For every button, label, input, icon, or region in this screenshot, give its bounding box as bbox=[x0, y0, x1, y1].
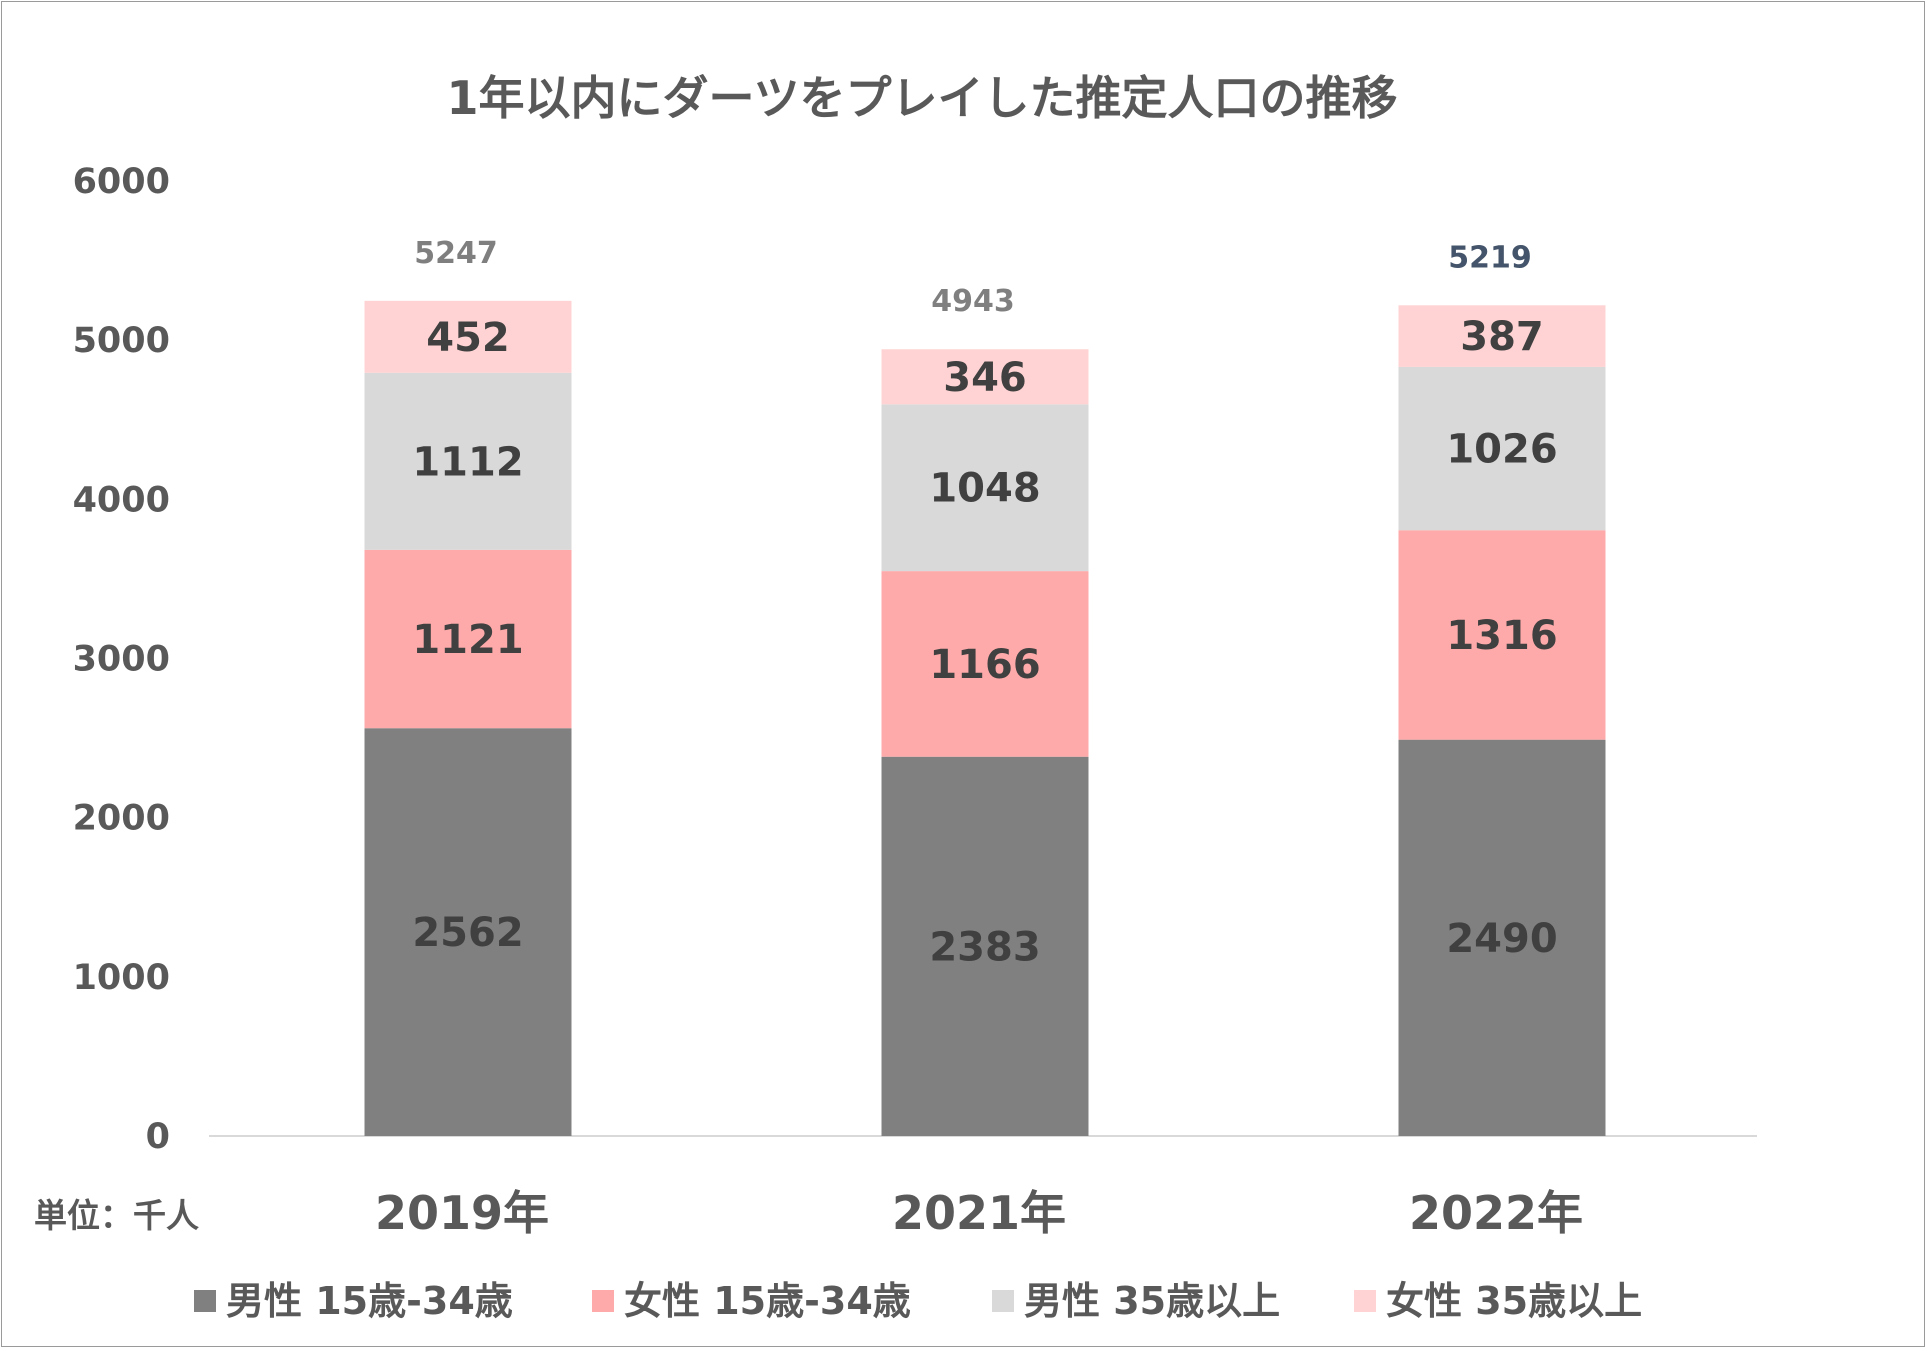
legend-swatch bbox=[194, 1290, 216, 1312]
data-label: 1316 bbox=[1446, 613, 1557, 659]
legend-label: 女性 35歳以上 bbox=[1386, 1279, 1642, 1323]
y-tick-label: 2000 bbox=[73, 799, 170, 839]
y-axis: 0 1000 2000 3000 4000 5000 6000 bbox=[73, 162, 170, 1157]
bar-segment bbox=[364, 728, 572, 1136]
legend-item: 男性 15歳-34歳 bbox=[194, 1279, 513, 1323]
legend-swatch bbox=[592, 1290, 614, 1312]
legend-swatch bbox=[992, 1290, 1014, 1312]
x-tick-label: 2022年 bbox=[1409, 1186, 1583, 1240]
chart-title: 1年以内にダーツをプレイした推定人口の推移 bbox=[446, 71, 1397, 125]
legend-item: 女性 35歳以上 bbox=[1354, 1279, 1642, 1323]
data-label: 452 bbox=[426, 315, 510, 361]
bar-segment bbox=[364, 372, 572, 550]
unit-label: 単位：千人 bbox=[34, 1196, 199, 1235]
x-tick-label: 2019年 bbox=[375, 1186, 549, 1240]
data-label: 2383 bbox=[929, 924, 1040, 970]
bar-segment bbox=[881, 756, 1089, 1136]
total-label: 4943 bbox=[931, 284, 1015, 319]
bars: 2562 1121 1112 452 5247 2383 1166 1048 346 4943 24… bbox=[364, 236, 1606, 1136]
y-tick-label: 6000 bbox=[73, 162, 170, 202]
legend-swatch bbox=[1354, 1290, 1376, 1312]
bar-segment bbox=[1398, 530, 1606, 740]
y-tick-label: 5000 bbox=[73, 321, 170, 361]
legend-label: 女性 15歳-34歳 bbox=[624, 1279, 911, 1323]
bar-segment bbox=[881, 349, 1089, 405]
data-label: 1112 bbox=[412, 439, 523, 485]
y-tick-label: 1000 bbox=[73, 958, 170, 998]
legend: 男性 15歳-34歳 女性 15歳-34歳 男性 35歳以上 女性 35歳以上 bbox=[194, 1279, 1642, 1323]
bar-segment bbox=[1398, 305, 1606, 367]
data-label: 2562 bbox=[412, 910, 523, 956]
x-tick-label: 2021年 bbox=[892, 1186, 1066, 1240]
y-tick-label: 3000 bbox=[73, 640, 170, 680]
legend-label: 男性 15歳-34歳 bbox=[226, 1279, 513, 1323]
bar-segment bbox=[1398, 739, 1606, 1136]
data-label: 346 bbox=[943, 355, 1027, 401]
legend-label: 男性 35歳以上 bbox=[1024, 1279, 1280, 1323]
data-label: 1026 bbox=[1446, 427, 1557, 473]
bar-segment bbox=[364, 300, 572, 373]
bar-segment bbox=[881, 404, 1089, 572]
bar-segment bbox=[881, 571, 1089, 757]
data-label: 1048 bbox=[929, 466, 1040, 512]
bar-segment bbox=[364, 549, 572, 729]
x-axis: 2019年 2021年 2022年 bbox=[375, 1186, 1583, 1240]
total-label: 5219 bbox=[1448, 240, 1532, 275]
legend-item: 女性 15歳-34歳 bbox=[592, 1279, 911, 1323]
y-tick-label: 0 bbox=[146, 1117, 170, 1157]
legend-item: 男性 35歳以上 bbox=[992, 1279, 1280, 1323]
data-label: 387 bbox=[1460, 314, 1544, 360]
data-label: 1121 bbox=[412, 617, 523, 663]
total-label: 5247 bbox=[414, 236, 498, 271]
data-label: 1166 bbox=[929, 642, 1040, 688]
bar-segment bbox=[1398, 366, 1606, 531]
y-tick-label: 4000 bbox=[73, 480, 170, 520]
data-label: 2490 bbox=[1446, 916, 1557, 962]
